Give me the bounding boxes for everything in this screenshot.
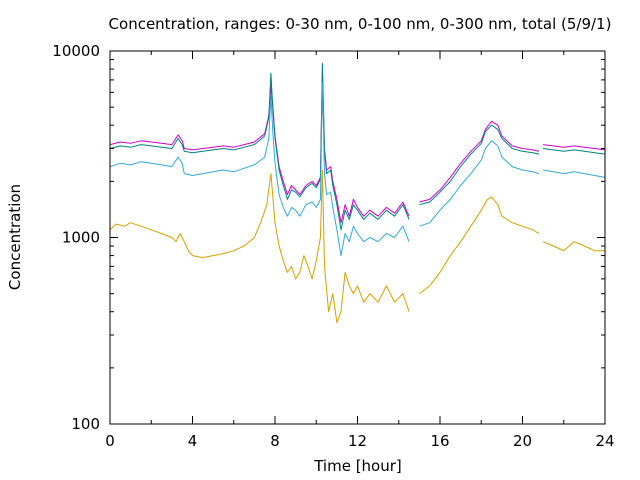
x-tick-label: 0 (105, 432, 115, 450)
y-tick-label: 100 (71, 415, 100, 433)
series-0-line-segment-0 (109, 70, 410, 224)
y-tick-label: 10000 (52, 42, 100, 60)
x-axis-label: Time [hour] (313, 457, 402, 475)
series-2-line-segment-1 (419, 140, 540, 227)
chart-title: Concentration, ranges: 0-30 nm, 0-100 nm… (109, 15, 612, 33)
series-1-line-segment-1 (419, 124, 540, 206)
y-axis-label: Concentration (6, 184, 24, 290)
series-3-line-segment-0 (109, 169, 410, 323)
x-tick-label: 16 (430, 432, 449, 450)
y-tick-label: 1000 (62, 229, 100, 247)
series-1-line-segment-0 (109, 62, 410, 231)
x-tick-label: 20 (513, 432, 532, 450)
x-tick-label: 24 (595, 432, 614, 450)
series-layer (109, 62, 606, 323)
series-1-line-segment-2 (543, 148, 606, 155)
series-3-line-segment-2 (542, 241, 605, 252)
series-3-line-segment-1 (419, 196, 540, 295)
plot-frame (109, 50, 606, 425)
axis-layer: 0 4 8 12 16 20 24 100 1000 10000 (52, 42, 614, 450)
x-tick-label: 12 (348, 432, 367, 450)
series-2-line-segment-0 (109, 81, 410, 257)
series-0-line-segment-1 (419, 120, 540, 203)
x-tick-label: 4 (188, 432, 198, 450)
x-tick-label: 8 (270, 432, 280, 450)
series-2-line-segment-2 (543, 169, 606, 178)
series-0-line-segment-2 (543, 144, 606, 151)
